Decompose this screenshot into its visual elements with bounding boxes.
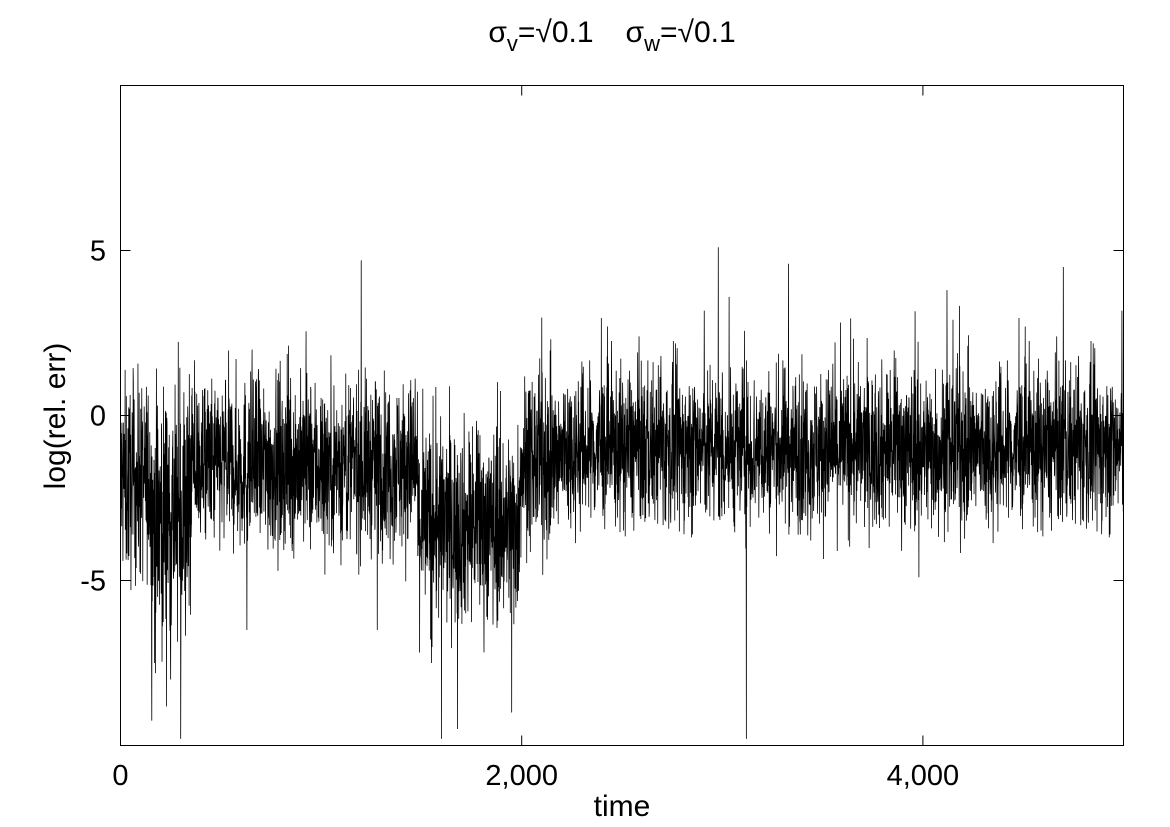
title-sigma-v-subscript: v	[507, 31, 518, 56]
title-sigma-w-value: =√0.1	[660, 16, 736, 49]
x-axis-ticks: 0 2,000 4,000	[112, 85, 960, 792]
title-sigma-v-symbol: σ	[488, 16, 507, 49]
chart-title: σv=√0.1 σw=√0.1	[488, 16, 735, 56]
title-sigma-w-subscript: w	[643, 31, 660, 56]
plot-area	[120, 247, 1124, 739]
title-sigma-v-value: =√0.1	[518, 16, 594, 49]
title-sigma-w-symbol: σ	[626, 16, 645, 49]
y-axis-ticks: 5 0 -5	[80, 236, 1124, 598]
series-line	[120, 247, 1124, 739]
x-axis-label: time	[594, 790, 651, 823]
y-tick-label: 0	[90, 401, 106, 433]
y-tick-label: 5	[90, 236, 106, 268]
x-tick-label: 4,000	[887, 760, 960, 792]
y-tick-label: -5	[80, 566, 106, 598]
x-tick-label: 2,000	[485, 760, 558, 792]
y-axis-label: log(rel. err)	[39, 343, 72, 490]
x-tick-label: 0	[112, 760, 128, 792]
